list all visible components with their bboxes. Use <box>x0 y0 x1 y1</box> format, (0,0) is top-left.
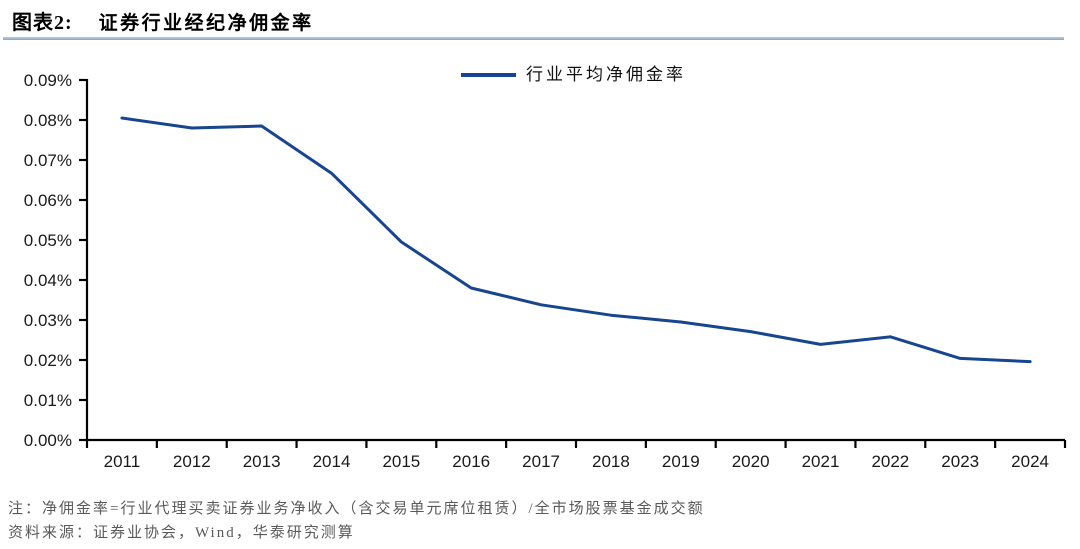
y-axis-tick-label: 0.04% <box>24 271 72 290</box>
y-axis-tick-label: 0.05% <box>24 231 72 250</box>
chart-header: 图表2: 证券行业经纪净佣金率 <box>12 6 314 35</box>
y-axis-tick-label: 0.03% <box>24 311 72 330</box>
legend-label: 行业平均净佣金率 <box>526 65 686 84</box>
x-axis-tick-label: 2023 <box>941 452 979 471</box>
y-axis-tick-label: 0.01% <box>24 391 72 410</box>
x-axis-tick-label: 2015 <box>382 452 420 471</box>
x-axis-tick-label: 2016 <box>452 452 490 471</box>
chart-legend: 行业平均净佣金率 <box>461 62 686 88</box>
x-axis-tick-label: 2012 <box>173 452 211 471</box>
y-axis-tick-label: 0.08% <box>24 111 72 130</box>
header-divider <box>3 37 1064 40</box>
x-axis-tick-label: 2019 <box>662 452 700 471</box>
figure-number-label: 图表2: <box>12 12 73 34</box>
x-axis-tick-label: 2024 <box>1011 452 1049 471</box>
x-axis-tick-label: 2013 <box>243 452 281 471</box>
x-axis-tick-label: 2022 <box>871 452 909 471</box>
x-axis-tick-label: 2020 <box>732 452 770 471</box>
x-axis-tick-label: 2014 <box>313 452 351 471</box>
legend-line-swatch <box>461 73 516 77</box>
y-axis-tick-label: 0.06% <box>24 191 72 210</box>
x-axis-tick-label: 2018 <box>592 452 630 471</box>
y-axis-tick-label: 0.02% <box>24 351 72 370</box>
y-axis-tick-label: 0.07% <box>24 151 72 170</box>
x-axis-tick-label: 2021 <box>802 452 840 471</box>
page-title: 证券行业经纪净佣金率 <box>98 13 314 34</box>
y-axis-tick-label: 0.00% <box>24 431 72 450</box>
x-axis-tick-label: 2017 <box>522 452 560 471</box>
commission-rate-line <box>120 116 1032 364</box>
y-axis-tick-label: 0.09% <box>24 71 72 90</box>
chart-note: 注：净佣金率=行业代理买卖证券业务净收入（含交易单元席位租赁）/全市场股票基金成… <box>8 501 705 517</box>
x-axis-tick-label: 2011 <box>104 452 141 471</box>
chart-source: 资料来源：证券业协会，Wind，华泰研究测算 <box>8 525 355 541</box>
